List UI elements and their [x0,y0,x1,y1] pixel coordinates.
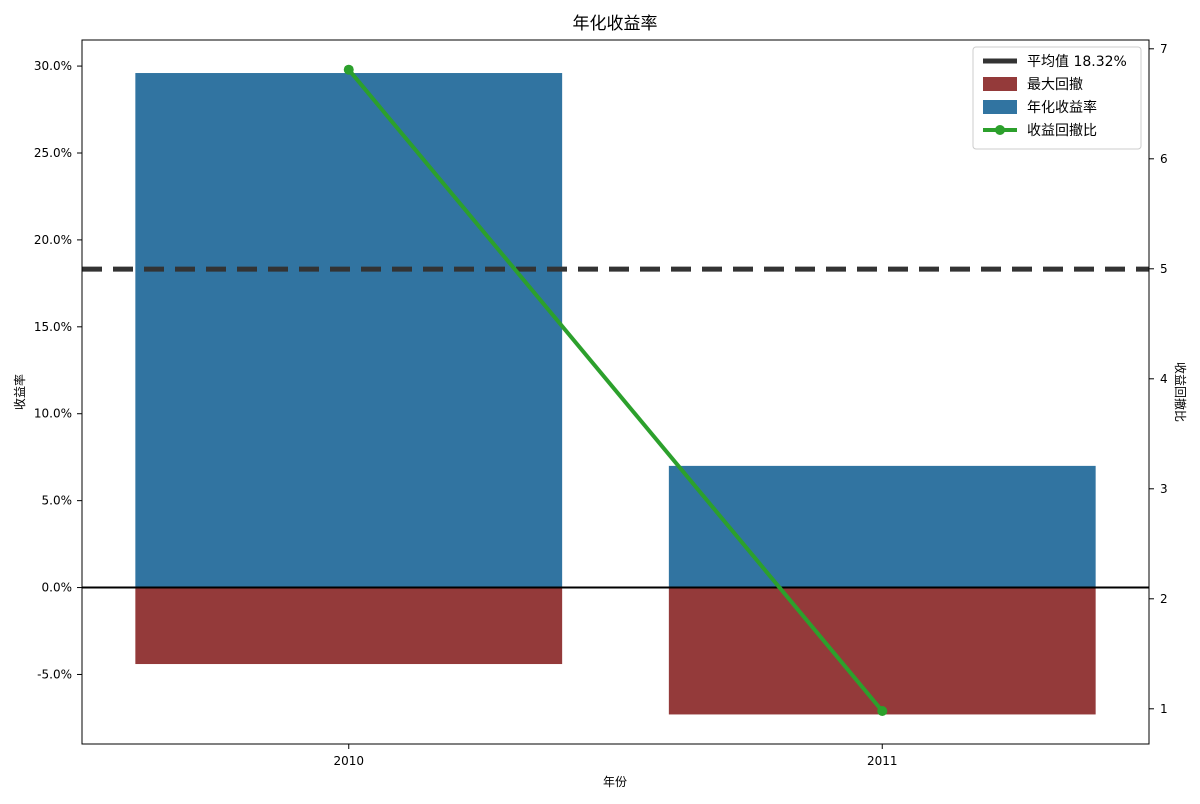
y2-tick-label: 1 [1160,702,1168,716]
bar-annual-return-2010 [135,73,563,588]
y-tick-label: 30.0% [34,59,72,73]
y-tick-label: -5.0% [37,667,72,681]
return-drawdown-ratio-line [347,68,884,713]
x-tick-label: 2010 [333,754,364,768]
y2-tick-label: 2 [1160,592,1168,606]
legend-label: 年化收益率 [1027,99,1097,116]
legend-label: 平均值 18.32% [1027,54,1127,70]
bar-annual-return-2011 [668,465,1096,588]
plot-frame [81,39,1150,745]
y2-tick-label: 5 [1160,262,1168,276]
ratio-point-2011 [877,706,888,716]
bar-max-drawdown-2010 [135,587,563,665]
y-tick-label: 0.0% [42,581,73,595]
x-tick-label: 2011 [867,754,898,768]
y-tick-label: 25.0% [34,146,72,160]
y-tick-label: 15.0% [34,320,72,334]
legend-label: 最大回撤 [1027,77,1083,93]
y-tick-label: 10.0% [34,407,72,421]
legend-box [972,46,1142,150]
y-tick-label: 20.0% [34,233,72,247]
legend-swatch-marker [995,125,1005,135]
legend-label: 收益回撤比 [1027,123,1097,139]
y2-tick-label: 3 [1160,482,1168,496]
y2-axis-label: 收益回撤比 [1173,362,1188,422]
legend-swatch-patch [983,100,1017,114]
y2-tick-label: 7 [1160,42,1168,56]
y-tick-label: 5.0% [42,494,73,508]
chart-title: 年化收益率 [573,14,658,34]
bar-max-drawdown-2011 [668,587,1096,715]
legend-swatch-patch [983,77,1017,91]
x-axis-label: 年份 [603,775,627,789]
y2-tick-label: 6 [1160,152,1168,166]
y-axis-label: 收益率 [12,374,27,410]
ratio-point-2010 [343,64,354,75]
y2-tick-label: 4 [1160,372,1168,386]
